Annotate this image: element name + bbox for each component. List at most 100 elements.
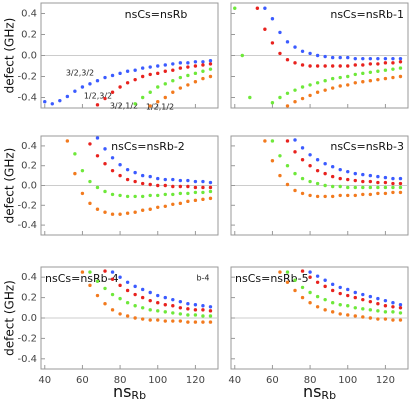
data-point: [368, 185, 373, 190]
data-point: [193, 80, 198, 84]
y-axis-label: defect (GHz): [3, 280, 17, 356]
data-point: [171, 297, 175, 302]
data-point: [323, 54, 327, 59]
data-point: [125, 288, 130, 293]
y-tick-label: 0.2: [21, 293, 37, 304]
data-point: [140, 306, 145, 310]
data-point: [285, 58, 290, 62]
data-point: [148, 193, 152, 198]
data-point: [391, 190, 395, 195]
data-point: [376, 77, 380, 82]
data-point: [193, 190, 198, 195]
data-point: [338, 285, 342, 290]
data-point: [125, 167, 130, 172]
data-point: [110, 156, 115, 160]
data-point: [285, 40, 290, 44]
data-point: [95, 279, 100, 283]
data-point: [383, 298, 388, 303]
data-point: [315, 81, 320, 85]
data-point: [368, 70, 373, 75]
data-point: [398, 311, 403, 315]
data-point: [140, 317, 145, 321]
data-point: [110, 168, 115, 173]
data-point: [171, 90, 175, 94]
data-point: [208, 320, 213, 324]
data-point: [201, 185, 205, 190]
data-point: [323, 88, 327, 92]
data-point: [95, 154, 100, 158]
data-point: [178, 61, 183, 65]
data-point: [140, 295, 145, 300]
data-point: [391, 67, 395, 71]
data-point: [163, 82, 167, 86]
annotation: 3/2,1/2: [110, 102, 138, 111]
y-tick-label: -0.4: [17, 220, 37, 231]
data-point: [338, 84, 342, 88]
y-axis-label: defect (GHz): [3, 18, 17, 94]
data-point: [368, 56, 373, 61]
data-point: [330, 86, 335, 90]
data-point: [255, 6, 260, 10]
data-point: [346, 304, 350, 308]
data-point: [88, 82, 92, 86]
y-tick-label: 0.2: [21, 161, 37, 172]
data-point: [103, 302, 107, 306]
data-point: [270, 17, 275, 21]
data-point: [156, 309, 160, 313]
data-point: [186, 184, 190, 189]
data-point: [398, 185, 403, 190]
annotation: 1/2,1/2: [146, 103, 174, 112]
y-tick-label: 0.0: [21, 181, 37, 192]
data-point: [293, 100, 297, 104]
data-point: [353, 295, 357, 300]
data-point: [193, 313, 198, 317]
data-point: [293, 278, 297, 282]
data-point: [361, 297, 365, 302]
data-point: [148, 318, 152, 322]
data-point: [133, 316, 137, 320]
data-point: [156, 100, 160, 104]
data-point: [201, 314, 205, 318]
panel-title: nsCs=nsRb-3: [330, 140, 404, 153]
data-point: [193, 303, 198, 307]
x-tick-label: 60: [76, 375, 89, 386]
data-point: [125, 211, 130, 215]
data-point: [361, 63, 365, 67]
data-point: [163, 310, 167, 314]
data-point: [193, 320, 198, 324]
data-point: [178, 66, 183, 70]
data-point: [376, 69, 380, 73]
data-point: [148, 182, 152, 187]
data-point: [383, 61, 388, 65]
panel-title: nsCs=nsRb-2: [111, 140, 185, 153]
data-point: [323, 284, 327, 289]
x-axis-label: nsRb: [303, 382, 336, 403]
data-point: [293, 171, 297, 176]
data-point: [171, 304, 175, 308]
data-point: [376, 317, 380, 321]
data-point: [186, 320, 190, 324]
data-point: [323, 162, 327, 166]
data-point: [163, 319, 167, 323]
data-point: [285, 182, 290, 187]
data-point: [391, 310, 395, 314]
data-point: [156, 193, 160, 198]
data-point: [376, 191, 380, 196]
data-point: [398, 176, 403, 181]
data-point: [376, 296, 380, 301]
panel: 0.4 0.2 0.0 -0.2 -0.440 60 80 100 120 nsCs=nsRb-4…: [3, 266, 219, 402]
data-point: [398, 318, 403, 322]
data-point: [353, 81, 357, 85]
data-point: [285, 91, 290, 96]
data-point: [383, 76, 388, 81]
data-point: [118, 71, 122, 76]
data-point: [330, 184, 335, 189]
data-point: [338, 193, 342, 198]
data-point: [293, 188, 297, 193]
data-point: [163, 183, 167, 188]
data-point: [140, 208, 145, 212]
data-point: [398, 303, 403, 307]
data-point: [315, 64, 320, 68]
data-point: [368, 192, 373, 197]
data-point: [171, 319, 175, 323]
